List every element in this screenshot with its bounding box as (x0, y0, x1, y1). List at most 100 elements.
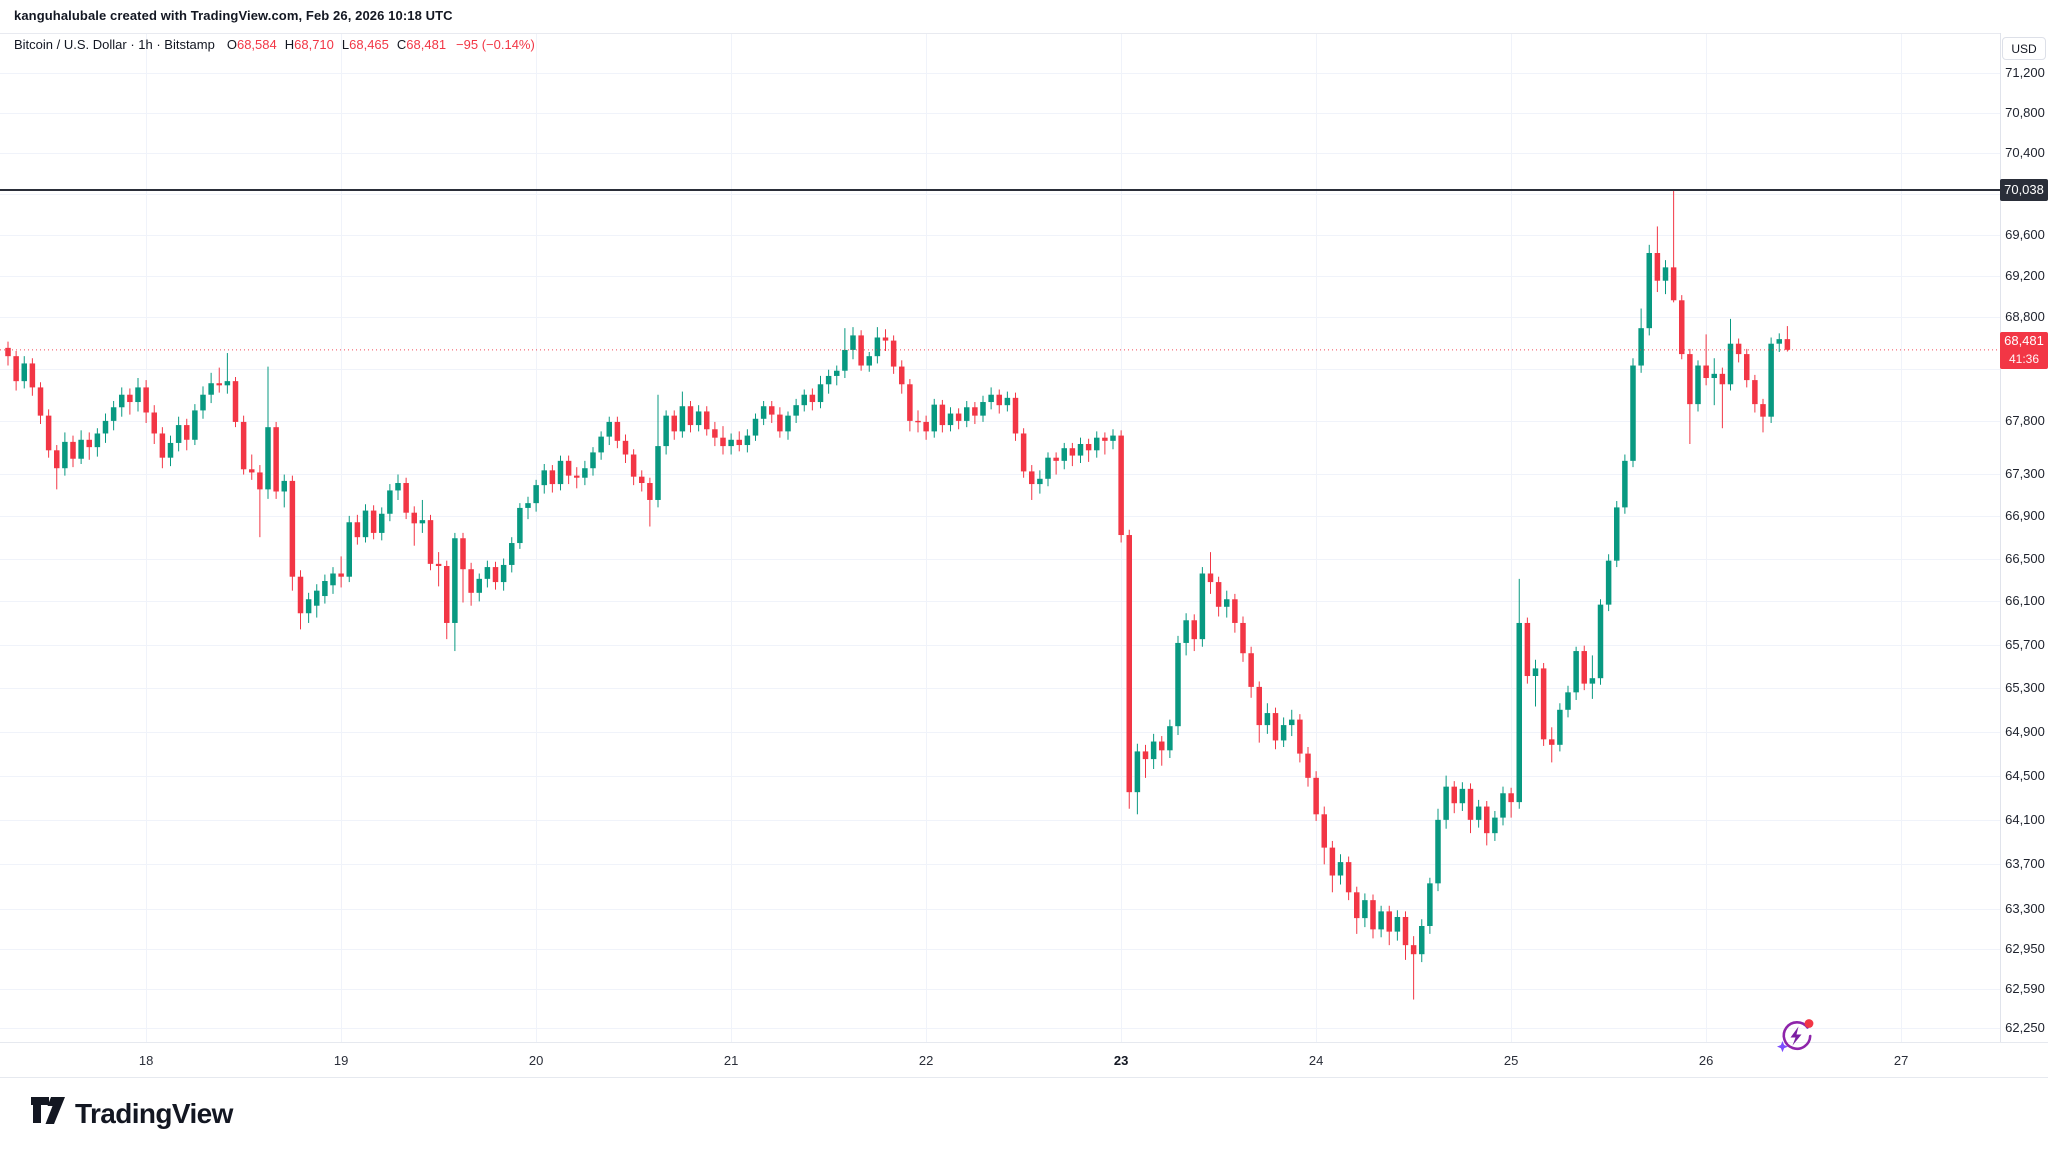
candle[interactable] (1110, 429, 1116, 450)
symbol-title[interactable]: Bitcoin / U.S. Dollar · 1h · Bitstamp (14, 36, 215, 52)
candle[interactable] (744, 429, 751, 453)
candle[interactable] (1532, 659, 1539, 707)
candle[interactable] (1020, 428, 1027, 478)
candle[interactable] (1597, 599, 1604, 685)
candle[interactable] (1150, 733, 1157, 770)
candle[interactable] (1549, 727, 1555, 763)
candle[interactable] (1345, 856, 1352, 901)
candle[interactable] (785, 411, 791, 440)
candle[interactable] (695, 405, 702, 432)
candle[interactable] (1094, 431, 1100, 458)
candle[interactable] (1191, 614, 1198, 652)
candle[interactable] (825, 369, 832, 394)
candle[interactable] (517, 503, 523, 549)
candle[interactable] (208, 372, 214, 404)
candle[interactable] (460, 532, 466, 603)
candle[interactable] (939, 399, 946, 433)
candle[interactable] (1557, 703, 1563, 752)
candle[interactable] (322, 574, 328, 604)
candle[interactable] (996, 389, 1003, 414)
candle[interactable] (468, 562, 474, 606)
candle[interactable] (736, 431, 743, 452)
candle[interactable] (630, 449, 637, 486)
candle[interactable] (850, 327, 856, 360)
candle[interactable] (809, 388, 816, 411)
candle[interactable] (354, 514, 361, 545)
candle[interactable] (1313, 771, 1319, 821)
candle[interactable] (622, 434, 629, 463)
candle[interactable] (1386, 905, 1393, 946)
candle[interactable] (159, 427, 166, 469)
candle[interactable] (574, 467, 580, 489)
candle[interactable] (492, 561, 499, 590)
candle[interactable] (647, 477, 653, 527)
candle[interactable] (1630, 358, 1636, 468)
candle[interactable] (289, 475, 296, 591)
candle[interactable] (1256, 681, 1263, 743)
candle[interactable] (1118, 430, 1124, 543)
candle[interactable] (1037, 470, 1043, 494)
candle[interactable] (1703, 334, 1709, 386)
candle[interactable] (1077, 437, 1084, 463)
candle[interactable] (1142, 744, 1149, 778)
candle[interactable] (606, 416, 613, 446)
candle[interactable] (1183, 613, 1189, 656)
candle[interactable] (1467, 783, 1474, 834)
candle[interactable] (1362, 893, 1368, 928)
candle[interactable] (403, 477, 409, 520)
candle[interactable] (1435, 808, 1441, 892)
candle[interactable] (890, 335, 897, 374)
candle[interactable] (1459, 782, 1466, 811)
candle[interactable] (1069, 442, 1076, 467)
candle[interactable] (249, 454, 255, 480)
candle[interactable] (13, 350, 19, 391)
candle[interactable] (500, 558, 507, 591)
candle[interactable] (1370, 894, 1376, 939)
candle[interactable] (1500, 786, 1506, 826)
candle[interactable] (1484, 801, 1490, 846)
candle[interactable] (1207, 552, 1214, 594)
candle[interactable] (712, 421, 718, 447)
candle[interactable] (915, 410, 921, 433)
candle[interactable] (1695, 360, 1701, 412)
candle[interactable] (1508, 787, 1514, 818)
candle[interactable] (1638, 308, 1644, 373)
candle[interactable] (54, 445, 60, 490)
candle[interactable] (1711, 358, 1718, 406)
candle[interactable] (1045, 452, 1051, 487)
candle[interactable] (1687, 348, 1693, 444)
candle[interactable] (1735, 338, 1742, 363)
candle[interactable] (102, 413, 109, 443)
candle[interactable] (988, 387, 994, 410)
candle[interactable] (1394, 910, 1401, 941)
candle[interactable] (167, 435, 174, 467)
candle[interactable] (509, 537, 515, 573)
candle[interactable] (565, 455, 572, 485)
candle[interactable] (387, 484, 393, 522)
candle[interactable] (541, 464, 548, 494)
candle[interactable] (1419, 919, 1425, 963)
candle[interactable] (557, 455, 564, 491)
candle[interactable] (1102, 432, 1108, 455)
news-spark-icon[interactable] (1774, 1014, 1818, 1058)
candle[interactable] (1280, 717, 1287, 748)
candle[interactable] (1321, 806, 1328, 865)
candle[interactable] (866, 352, 873, 372)
candle[interactable] (78, 430, 84, 465)
candle[interactable] (1614, 501, 1620, 568)
candle[interactable] (598, 431, 604, 460)
candle[interactable] (1378, 905, 1384, 938)
candle[interactable] (964, 400, 970, 428)
candle[interactable] (858, 330, 864, 371)
candle[interactable] (1752, 374, 1758, 413)
candle[interactable] (1337, 854, 1344, 885)
candle[interactable] (297, 570, 304, 630)
candle[interactable] (663, 410, 669, 455)
candle[interactable] (1646, 244, 1653, 336)
candle[interactable] (143, 380, 149, 423)
candle[interactable] (801, 389, 808, 412)
candle[interactable] (86, 432, 93, 460)
candle[interactable] (1134, 743, 1141, 815)
candle[interactable] (232, 376, 239, 428)
